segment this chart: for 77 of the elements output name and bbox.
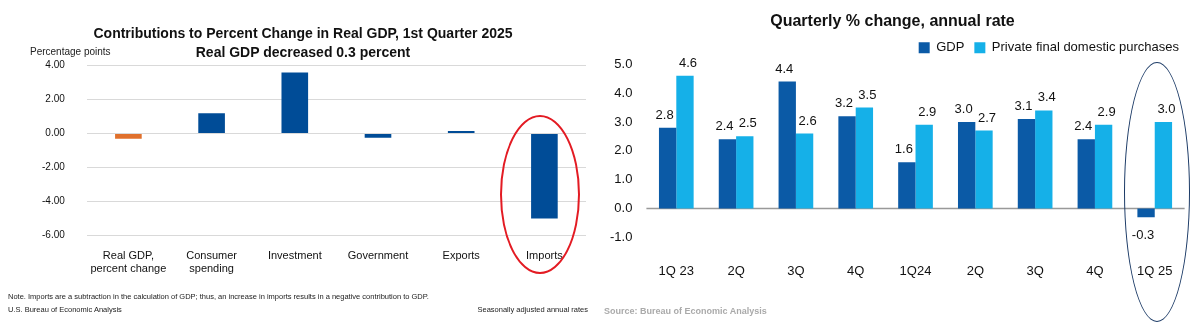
bar bbox=[718, 139, 737, 209]
bar bbox=[975, 130, 993, 209]
bar bbox=[795, 133, 814, 209]
data-label: 4.6 bbox=[678, 54, 698, 70]
y-tick-label: 0.00 bbox=[45, 127, 66, 139]
bar bbox=[198, 113, 225, 134]
y-tick-label: 5.0 bbox=[614, 55, 633, 71]
y-tick-label: 2.00 bbox=[45, 93, 66, 105]
bar bbox=[531, 134, 558, 219]
y-tick-label: 4.00 bbox=[45, 59, 66, 71]
source-note: Source: Bureau of Economic Analysis bbox=[604, 305, 767, 318]
data-label: 2.9 bbox=[1097, 103, 1116, 119]
data-label: 1.6 bbox=[894, 141, 913, 157]
x-tick-label: 1Q 25 bbox=[1137, 262, 1173, 278]
bar bbox=[1035, 110, 1053, 209]
x-tick-label: Consumer spending bbox=[186, 249, 238, 275]
data-label: 3.1 bbox=[1014, 98, 1033, 114]
data-label: 2.5 bbox=[738, 115, 757, 131]
data-label: 2.4 bbox=[715, 118, 734, 134]
chart-title: Contributions to Percent Change in Real GDP, 1st Quarter 2025 bbox=[93, 25, 513, 42]
x-tick-label: 2Q bbox=[966, 262, 984, 278]
y-tick-label: 1.0 bbox=[614, 171, 633, 187]
data-label: 3.5 bbox=[858, 86, 877, 102]
x-tick-label: 4Q bbox=[847, 262, 865, 278]
x-tick-label: 1Q24 bbox=[899, 262, 932, 278]
bar bbox=[855, 107, 874, 209]
bar bbox=[1137, 208, 1155, 218]
y-tick-label: 2.0 bbox=[614, 142, 633, 158]
y-tick-label: 4.0 bbox=[614, 84, 633, 100]
bar bbox=[658, 127, 677, 209]
bar bbox=[1077, 139, 1095, 209]
y-tick-label: -2.00 bbox=[42, 161, 66, 173]
x-tick-label: 4Q bbox=[1086, 262, 1104, 278]
bar bbox=[115, 134, 142, 139]
chart-subtitle: Real GDP decreased 0.3 percent bbox=[195, 44, 411, 61]
x-tick-label: 3Q bbox=[787, 262, 805, 278]
data-label: 2.8 bbox=[655, 106, 674, 122]
y-axis-title: Percentage points bbox=[30, 46, 111, 58]
data-label: 4.4 bbox=[775, 60, 794, 76]
x-tick-label: Imports bbox=[526, 249, 564, 262]
x-tick-label: Exports bbox=[442, 249, 481, 262]
y-tick-label: -6.00 bbox=[42, 229, 66, 241]
x-tick-label: Real GDP, percent change bbox=[90, 249, 167, 275]
bar bbox=[1017, 119, 1036, 209]
legend-label: Private final domestic purchases bbox=[991, 39, 1180, 55]
chart-title: Quarterly % change, annual rate bbox=[770, 12, 1015, 30]
bar bbox=[736, 136, 754, 209]
bar bbox=[447, 131, 475, 134]
bar bbox=[364, 134, 392, 138]
legend-label: GDP bbox=[936, 39, 965, 55]
bar bbox=[676, 75, 694, 209]
data-label: 2.4 bbox=[1074, 118, 1093, 134]
y-tick-label: 0.0 bbox=[614, 200, 633, 216]
bar bbox=[957, 121, 976, 209]
bar bbox=[1094, 124, 1113, 209]
x-tick-label: 3Q bbox=[1026, 262, 1044, 278]
data-label: 3.2 bbox=[835, 95, 854, 111]
x-tick-label: 2Q bbox=[727, 262, 745, 278]
data-label: 3.4 bbox=[1037, 89, 1056, 105]
data-label: 3.0 bbox=[1157, 101, 1176, 117]
data-label: 2.7 bbox=[977, 109, 997, 125]
data-label: 3.0 bbox=[954, 101, 973, 117]
y-tick-label: -4.00 bbox=[42, 195, 66, 207]
y-tick-label: 3.0 bbox=[614, 113, 633, 129]
y-tick-label: -1.0 bbox=[609, 228, 633, 244]
data-label: 2.6 bbox=[798, 112, 817, 128]
data-label: -0.3 bbox=[1131, 227, 1155, 243]
bar bbox=[898, 162, 916, 209]
x-tick-label: 1Q 23 bbox=[658, 262, 695, 278]
bar bbox=[838, 116, 856, 209]
bar bbox=[281, 72, 309, 134]
bar bbox=[915, 124, 933, 209]
bar bbox=[778, 81, 796, 209]
data-label: 2.9 bbox=[918, 103, 937, 119]
bar bbox=[1154, 121, 1173, 209]
x-tick-label: Government bbox=[347, 249, 409, 262]
x-tick-label: Investment bbox=[267, 249, 322, 262]
